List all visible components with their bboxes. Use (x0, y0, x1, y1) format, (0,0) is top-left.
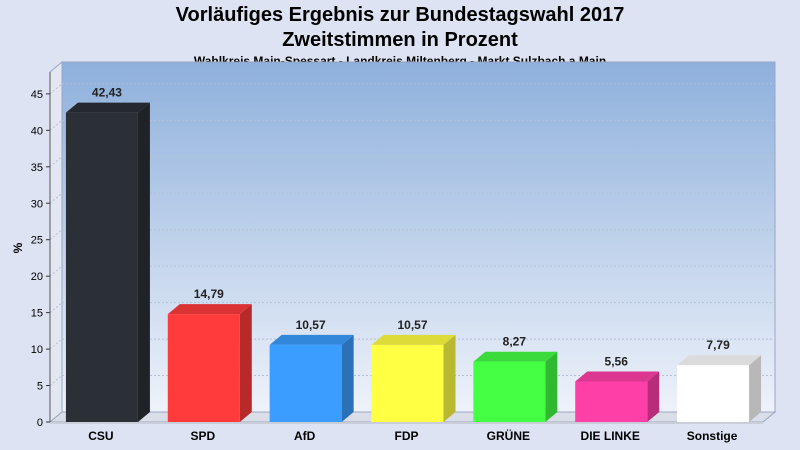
gridline-side (49, 302, 63, 314)
value-label: 10,57 (296, 318, 326, 332)
value-label: 5,56 (605, 354, 629, 368)
y-tick-label: 45 (31, 89, 43, 101)
gridline-side (49, 119, 63, 131)
gridline-side (49, 156, 63, 168)
value-label: 10,57 (397, 318, 427, 332)
y-tick-label: 15 (31, 308, 43, 320)
bar-csu (65, 102, 150, 422)
bar-top (473, 351, 558, 362)
gridline-side (49, 265, 63, 277)
y-axis-label: % (11, 242, 25, 253)
gridline-side (49, 229, 63, 241)
plot-side-wall (49, 60, 63, 424)
bar-side (749, 355, 762, 422)
chart-subtitle: Zweitstimmen in Prozent (282, 29, 518, 51)
category-label: DIE LINKE (581, 429, 640, 443)
category-label: CSU (88, 429, 113, 443)
bar-front (269, 344, 342, 422)
bar-top (575, 371, 660, 382)
y-tick-label: 35 (31, 162, 43, 174)
y-tick-label: 5 (37, 381, 43, 393)
bar-side (545, 351, 558, 422)
gridline-side (49, 375, 63, 386)
category-label: AfD (294, 429, 316, 443)
bar-top (371, 334, 456, 345)
bar-front (65, 112, 138, 422)
bar-side (443, 334, 456, 422)
y-tick-label: 20 (31, 271, 43, 283)
bar-grüne (473, 351, 558, 422)
category-label: FDP (395, 429, 419, 443)
bar-fdp (371, 334, 456, 422)
chart-title: Vorläufiges Ergebnis zur Bundestagswahl … (175, 4, 625, 26)
bar-die-linke (575, 371, 660, 422)
bar-front (371, 344, 444, 422)
category-label: Sonstige (687, 429, 738, 443)
gridline-side (49, 83, 63, 95)
y-tick-label: 0 (37, 417, 43, 429)
y-tick-label: 10 (31, 344, 43, 356)
bar-front (473, 361, 546, 422)
gridline-side (49, 192, 63, 204)
bar-top (677, 355, 762, 366)
bar-front (575, 381, 648, 422)
bar-side (647, 371, 660, 422)
y-tick-label: 30 (31, 198, 43, 210)
category-label: SPD (190, 429, 215, 443)
bar-side (239, 304, 252, 422)
bar-afd (269, 334, 354, 422)
bar-top (269, 334, 354, 345)
bar-side (137, 102, 150, 422)
category-label: GRÜNE (487, 428, 530, 443)
bar-front (167, 314, 240, 422)
bar-spd (167, 304, 252, 422)
bar-sonstige (677, 355, 762, 422)
y-tick-label: 40 (31, 125, 43, 137)
value-label: 42,43 (92, 86, 122, 100)
gridline-side (49, 338, 63, 350)
bar-side (341, 334, 354, 422)
value-label: 14,79 (194, 287, 224, 301)
bar-front (677, 365, 750, 422)
value-label: 8,27 (503, 335, 527, 349)
bar-top (65, 102, 150, 113)
plot-base (50, 422, 763, 424)
y-tick-label: 25 (31, 235, 43, 247)
value-label: 7,79 (706, 338, 730, 352)
bar-top (167, 304, 252, 315)
